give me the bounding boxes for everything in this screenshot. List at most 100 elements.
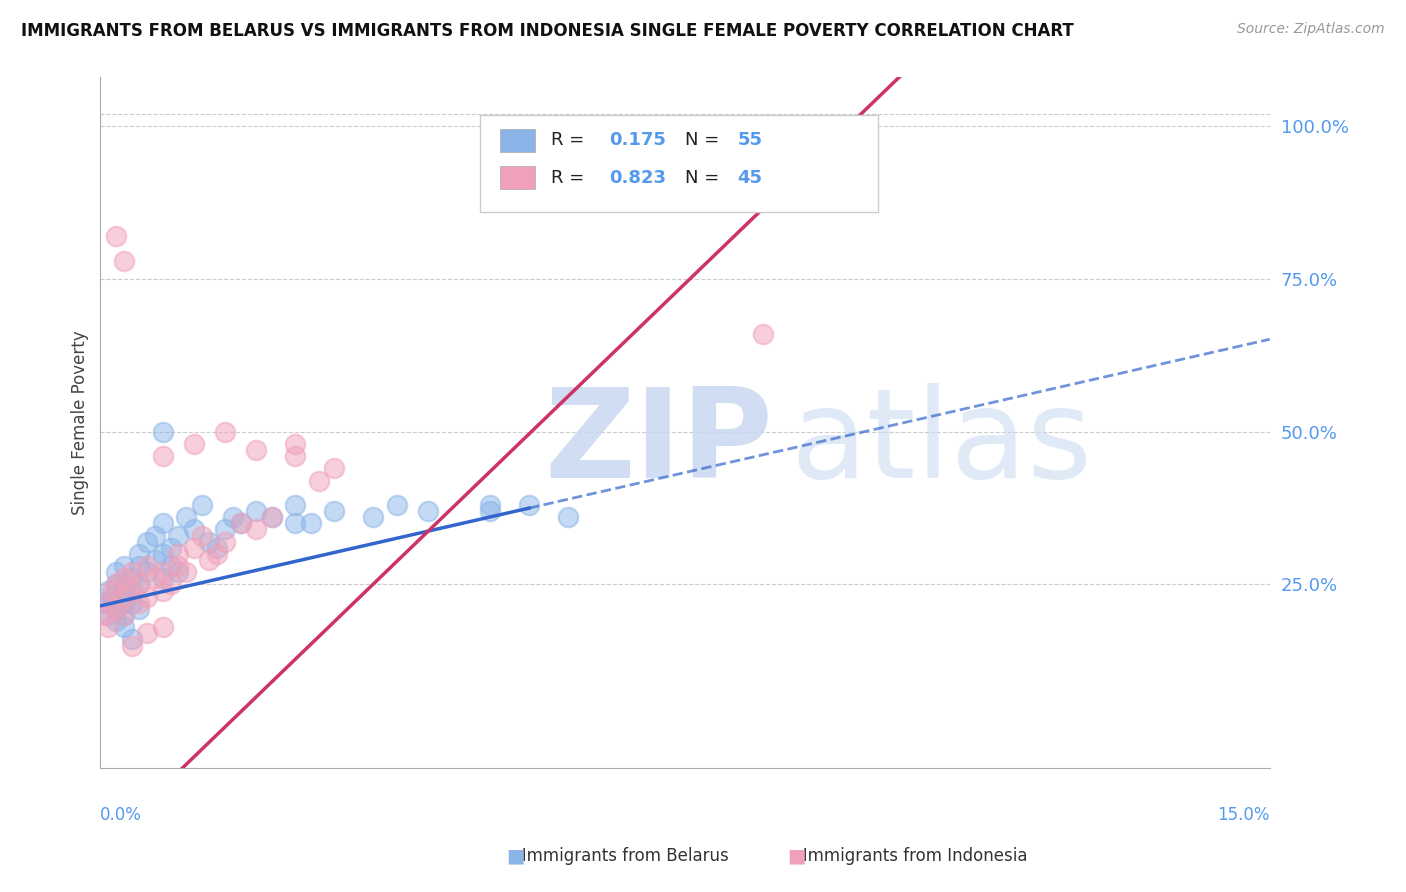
Text: 45: 45 [738,169,762,186]
Point [214,425,236,439]
Point [136,566,159,580]
Text: R =: R = [551,169,589,186]
Point [93,596,115,610]
Text: 55: 55 [738,131,762,149]
Point [323,461,346,475]
Point [112,559,135,574]
Text: N =: N = [685,131,725,149]
Point [136,590,159,604]
Point [121,583,143,598]
FancyBboxPatch shape [481,115,877,212]
Text: Immigrants from Belarus: Immigrants from Belarus [506,847,728,865]
Point [121,571,143,585]
Point [174,566,197,580]
Point [101,583,124,598]
Point [557,510,579,524]
Point [143,571,166,585]
Point [112,607,135,622]
Point [183,523,205,537]
Point [222,510,245,524]
Bar [501,166,536,189]
Point [479,504,502,518]
Point [198,553,221,567]
Point [112,571,135,585]
Point [284,437,307,451]
Text: ■: ■ [787,847,806,865]
Point [284,449,307,463]
Text: 0.175: 0.175 [609,131,666,149]
Point [152,449,174,463]
Point [136,626,159,640]
Point [183,437,205,451]
Point [385,498,408,512]
Point [229,516,252,531]
Bar [501,128,536,152]
Text: 15.0%: 15.0% [1218,805,1270,823]
Point [190,528,212,542]
Point [159,559,181,574]
Point [121,583,143,598]
Point [136,559,159,574]
Point [517,498,540,512]
Point [284,516,307,531]
Point [167,559,190,574]
Point [207,541,229,555]
Point [112,577,135,591]
Point [152,620,174,634]
Point [136,534,159,549]
Point [104,577,127,591]
Point [229,516,252,531]
Point [112,607,135,622]
Text: ZIP: ZIP [544,383,773,504]
Text: ■: ■ [506,847,524,865]
Point [361,510,384,524]
Point [104,602,127,616]
Point [245,443,267,458]
Point [299,516,322,531]
Point [260,510,283,524]
Point [112,590,135,604]
Point [104,229,127,244]
Text: 0.823: 0.823 [609,169,666,186]
Point [159,577,181,591]
Point [128,596,150,610]
Point [104,602,127,616]
Point [159,541,181,555]
Point [112,620,135,634]
Point [128,547,150,561]
Text: IMMIGRANTS FROM BELARUS VS IMMIGRANTS FROM INDONESIA SINGLE FEMALE POVERTY CORRE: IMMIGRANTS FROM BELARUS VS IMMIGRANTS FR… [21,22,1074,40]
Point [121,639,143,653]
Text: R =: R = [551,131,589,149]
Point [97,620,120,634]
Point [152,547,174,561]
Point [167,528,190,542]
Point [152,425,174,439]
Point [93,607,115,622]
Point [167,547,190,561]
Point [245,523,267,537]
Point [416,504,439,518]
Point [152,516,174,531]
Point [128,577,150,591]
Point [101,590,124,604]
Point [198,534,221,549]
Point [97,583,120,598]
Point [143,528,166,542]
Point [479,498,502,512]
Point [112,596,135,610]
Text: 0.0%: 0.0% [100,805,142,823]
Point [121,566,143,580]
Point [830,144,852,158]
Text: atlas: atlas [790,383,1092,504]
Point [112,590,135,604]
Point [143,553,166,567]
Point [207,547,229,561]
Point [752,326,775,341]
Text: N =: N = [685,169,725,186]
Point [112,253,135,268]
Point [104,577,127,591]
Point [167,566,190,580]
Text: Source: ZipAtlas.com: Source: ZipAtlas.com [1237,22,1385,37]
Point [128,602,150,616]
Point [97,607,120,622]
